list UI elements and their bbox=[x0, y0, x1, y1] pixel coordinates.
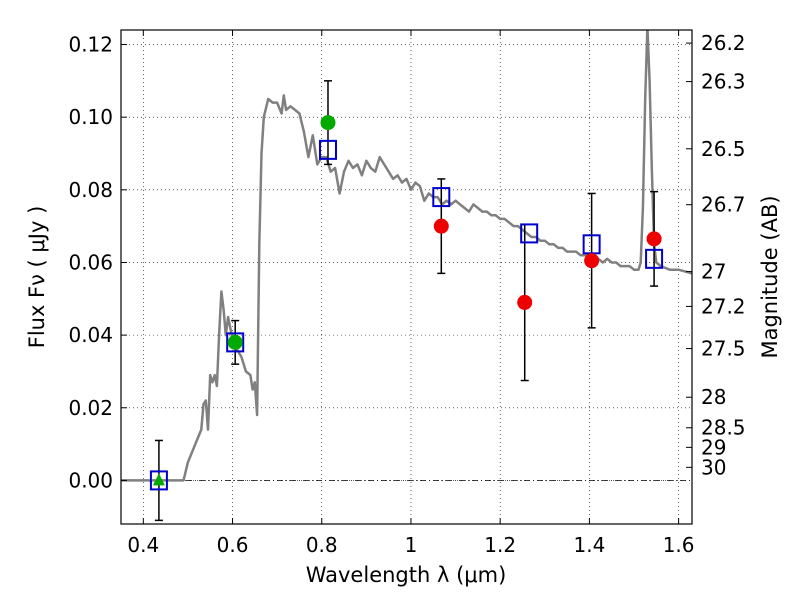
y-tick-label: 0.08 bbox=[68, 178, 113, 202]
detection-point bbox=[227, 334, 243, 350]
magnitude-tick-label: 27.2 bbox=[701, 294, 746, 318]
y-axis-label: Flux Fν ( μJy ) bbox=[25, 206, 49, 349]
magnitude-tick-label: 28 bbox=[701, 385, 726, 409]
x-tick-label: 0.8 bbox=[306, 533, 338, 557]
magnitude-tick-label: 27 bbox=[701, 260, 726, 284]
magnitude-tick-label: 26.2 bbox=[701, 31, 746, 55]
model-flux-square bbox=[149, 470, 168, 491]
model-flux-square bbox=[645, 248, 664, 269]
x-axis-label: Wavelength λ (μm) bbox=[306, 563, 507, 587]
magnitude-tick-label: 29 bbox=[701, 435, 726, 459]
x-tick-label: 1.4 bbox=[573, 533, 605, 557]
detection-point bbox=[433, 218, 449, 234]
magnitude-tick-label: 26.3 bbox=[701, 70, 746, 94]
magnitude-tick-label: 26.5 bbox=[701, 137, 746, 161]
data-marks bbox=[149, 80, 664, 522]
model-flux-square bbox=[520, 223, 539, 244]
plot-frame bbox=[120, 29, 693, 525]
x-axis-ticks: 0.4 0.6 0.8 1 1.2 1.4 1.6 bbox=[127, 30, 695, 557]
model-flux-square bbox=[226, 332, 245, 353]
y-tick-label: 0.02 bbox=[68, 396, 113, 420]
model-spectrum bbox=[121, 30, 692, 482]
magnitude-tick-label: 27.5 bbox=[701, 337, 746, 361]
y-tick-label: 0.10 bbox=[68, 105, 113, 129]
x-tick-label: 1.2 bbox=[484, 533, 516, 557]
magnitude-tick-label: 28.5 bbox=[701, 416, 746, 440]
x-tick-label: 0.6 bbox=[217, 533, 249, 557]
x-tick-label: 1 bbox=[405, 533, 418, 557]
upper-limit-marker bbox=[152, 473, 165, 486]
spectrum-line bbox=[121, 30, 692, 482]
detection-point bbox=[584, 253, 600, 269]
y-axis-ticks: 0.00 0.02 0.04 0.06 0.08 0.10 0.12 bbox=[68, 33, 127, 492]
y-tick-label: 0.00 bbox=[68, 468, 113, 492]
magnitude-tick-label: 30 bbox=[701, 455, 726, 479]
magnitude-tick-label: 26.7 bbox=[701, 193, 746, 217]
y-tick-label: 0.04 bbox=[68, 323, 113, 347]
x-tick-label: 0.4 bbox=[127, 533, 159, 557]
model-flux-square bbox=[432, 187, 451, 208]
detection-point bbox=[517, 294, 533, 310]
model-flux-square bbox=[318, 139, 337, 160]
y-tick-label: 0.06 bbox=[68, 250, 113, 274]
y-axis-right-label: Magnitude (AB) bbox=[758, 195, 782, 358]
grid-lines bbox=[121, 30, 692, 524]
detection-point bbox=[646, 231, 662, 247]
detection-point bbox=[320, 115, 336, 131]
x-tick-label: 1.6 bbox=[663, 533, 695, 557]
y-tick-label: 0.12 bbox=[68, 33, 113, 57]
